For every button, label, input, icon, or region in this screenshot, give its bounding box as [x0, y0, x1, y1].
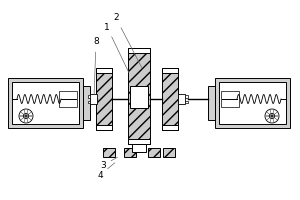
Bar: [124, 148, 136, 157]
Circle shape: [269, 113, 275, 119]
Text: 2: 2: [113, 14, 142, 68]
Bar: [88, 95, 90, 98]
Bar: [219, 82, 286, 124]
Text: 3: 3: [100, 157, 118, 170]
Bar: [83, 86, 90, 120]
Bar: [128, 48, 150, 144]
Text: 4: 4: [97, 163, 115, 180]
Bar: [128, 139, 150, 144]
Bar: [88, 100, 90, 103]
Bar: [208, 86, 215, 120]
Bar: [221, 91, 239, 107]
Bar: [8, 78, 83, 128]
Bar: [96, 68, 112, 73]
Text: 8: 8: [93, 38, 99, 94]
Bar: [148, 148, 160, 157]
Bar: [96, 68, 112, 130]
Bar: [128, 48, 150, 53]
Bar: [162, 68, 178, 73]
Circle shape: [19, 109, 33, 123]
Bar: [130, 86, 148, 108]
Bar: [185, 100, 188, 103]
Bar: [178, 94, 185, 104]
Bar: [103, 148, 115, 157]
Bar: [185, 95, 188, 98]
Bar: [215, 78, 290, 128]
Bar: [96, 125, 112, 130]
Bar: [162, 125, 178, 130]
Bar: [12, 82, 79, 124]
Bar: [162, 68, 178, 130]
Bar: [90, 94, 97, 104]
Text: 1: 1: [104, 22, 129, 72]
Circle shape: [23, 113, 29, 119]
Bar: [59, 91, 77, 107]
Bar: [132, 144, 146, 152]
Bar: [163, 148, 175, 157]
Circle shape: [265, 109, 279, 123]
